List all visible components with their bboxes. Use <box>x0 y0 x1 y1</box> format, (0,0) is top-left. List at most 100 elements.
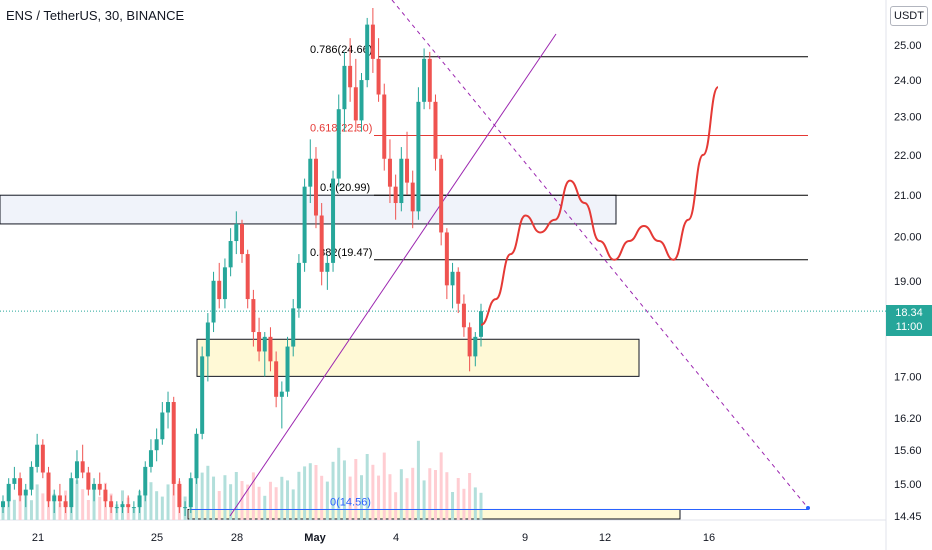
x-axis-tick-label: May <box>304 532 326 544</box>
candle-body <box>148 450 153 467</box>
volume-bar <box>451 492 455 520</box>
candle-body <box>183 507 188 509</box>
volume-bar <box>303 466 307 520</box>
candle-body <box>331 178 336 263</box>
candle-body <box>348 65 353 88</box>
candle-body <box>166 402 171 413</box>
candle-body <box>422 58 427 102</box>
last-price-value: 18.34 <box>895 307 923 319</box>
candle-body <box>12 478 17 484</box>
volume-bar <box>360 475 363 520</box>
candle-body <box>257 332 262 352</box>
candle-body <box>222 267 227 300</box>
resistance-zone <box>0 194 617 225</box>
candle-body <box>365 24 370 81</box>
volume-bar <box>41 493 45 520</box>
candle-body <box>416 101 421 212</box>
fib-level-label: 0(14.56) <box>330 496 371 508</box>
ascending-support <box>229 33 557 517</box>
last-price-tag: 18.34 11:00 <box>886 305 932 336</box>
volume-bar <box>268 481 272 520</box>
y-axis-tick-label: 21.00 <box>894 190 922 202</box>
volume-bar <box>331 461 335 520</box>
candle-body <box>444 232 449 286</box>
y-axis-tick-label: 25.00 <box>894 40 922 52</box>
volume-bar <box>456 478 460 520</box>
candle-body <box>154 439 159 451</box>
projection-path <box>480 86 719 326</box>
candle-body <box>268 336 273 362</box>
volume-bar <box>405 478 409 520</box>
candle-body <box>29 466 34 490</box>
volume-bar <box>274 487 278 520</box>
candle-body <box>467 327 472 357</box>
candle-body <box>285 346 290 392</box>
candle-body <box>387 158 392 187</box>
candle-body <box>370 24 375 59</box>
x-axis-tick-label: 9 <box>522 532 528 544</box>
volume-bar <box>348 476 352 520</box>
y-axis-tick-label: 17.00 <box>894 371 922 383</box>
candle-body <box>1 501 5 508</box>
candle-body <box>103 489 108 502</box>
projection-endpoint <box>806 506 810 510</box>
volume-bar <box>223 475 227 520</box>
candle-body <box>296 262 301 309</box>
candle-body <box>40 444 45 473</box>
candle-body <box>109 501 114 508</box>
candle-body <box>382 94 387 159</box>
candle-body <box>205 322 210 357</box>
volume-bar <box>251 472 255 520</box>
volume-bar <box>314 465 318 520</box>
currency-badge[interactable]: USDT <box>890 6 928 26</box>
candle-body <box>291 308 296 347</box>
volume-bar <box>399 469 403 520</box>
candle-body <box>194 433 199 479</box>
candle-body <box>302 186 307 263</box>
candle-body <box>18 478 23 496</box>
y-axis-tick-label: 16.20 <box>894 413 922 425</box>
candle-body <box>319 215 324 272</box>
y-axis-tick-label: 22.00 <box>894 150 922 162</box>
fib-level-label: 0.382(19.47) <box>310 247 372 259</box>
candle-body <box>240 223 244 255</box>
volume-bar <box>194 478 198 520</box>
candle-body <box>46 472 51 502</box>
candle-body <box>336 109 341 179</box>
volume-bar <box>439 452 443 520</box>
candle-body <box>433 101 438 159</box>
volume-bar <box>172 473 176 520</box>
volume-bar <box>86 500 90 520</box>
x-axis-tick-label: 16 <box>703 532 715 544</box>
volume-bar <box>240 481 244 520</box>
volume-bar <box>200 472 204 520</box>
volume-bar <box>462 488 466 520</box>
volume-bar <box>377 475 381 520</box>
y-axis-tick-label: 23.00 <box>894 112 922 124</box>
volume-bar <box>320 475 324 520</box>
volume-bar <box>1 506 5 520</box>
volume-bar <box>382 452 386 520</box>
candle-body <box>171 402 176 484</box>
volume-bar <box>81 489 85 520</box>
candle-body <box>177 483 182 508</box>
candle-body <box>131 507 136 509</box>
volume-bar <box>416 440 420 520</box>
volume-bar <box>12 499 16 520</box>
volume-bar <box>297 471 301 520</box>
candle-body <box>456 271 461 304</box>
symbol-title: ENS / TetherUS, 30, BINANCE <box>6 8 185 23</box>
candle-body <box>114 507 119 509</box>
candle-body <box>399 158 404 204</box>
candle-body <box>439 158 444 233</box>
x-axis-tick-label: 4 <box>393 532 399 544</box>
candle-body <box>52 495 57 502</box>
volume-bar <box>473 487 477 520</box>
volume-bar <box>246 484 250 520</box>
candle-body <box>126 504 131 508</box>
volume-bar <box>291 489 295 520</box>
volume-bar <box>217 491 221 520</box>
volume-bar <box>234 472 238 520</box>
